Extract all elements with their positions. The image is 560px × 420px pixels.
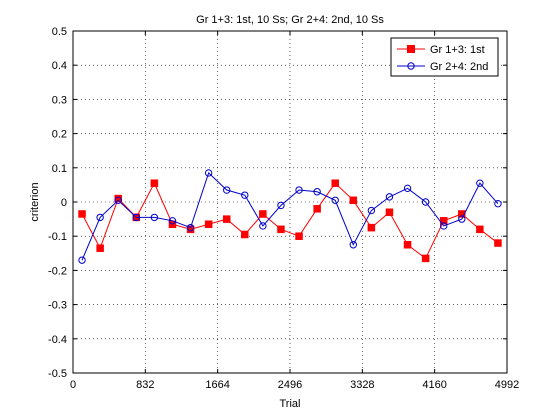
legend-label: Gr 1+3: 1st [430,44,485,56]
data-point [241,230,249,239]
data-point [78,256,86,264]
y-tick-label: 0.4 [52,60,67,72]
data-point [421,198,430,206]
legend-label: Gr 2+4: 2nd [430,61,488,73]
data-point [96,213,104,222]
data-point [132,213,140,222]
x-tick-label: 4160 [422,379,446,391]
data-point [313,205,321,213]
legend-box [390,37,499,77]
chart-title: Gr 1+3: 1st, 10 Ss; Gr 2+4: 2nd, 10 Ss [196,14,384,26]
data-point [494,239,502,247]
data-point [186,225,195,234]
x-tick-label: 4992 [495,379,519,391]
data-point [277,201,285,210]
y-tick-label: 0.5 [52,26,67,38]
data-point [458,215,466,223]
series-line [81,182,499,260]
data-point [295,232,303,240]
data-point [385,193,394,201]
y-tick-label: 0.2 [52,129,67,141]
x-tick-label: 1664 [205,379,229,391]
data-point [476,225,484,234]
y-tick-label: -0.5 [48,368,67,380]
data-point [241,191,249,199]
data-point [331,196,339,204]
data-point [150,213,159,222]
data-point [168,217,177,225]
data-point [349,196,358,205]
axis-ticks: 0 832 1664 2496 3328 4160 4992 -0.5 -0.4 -0.3 -0.2… [48,26,519,391]
y-tick-label: -0.3 [48,300,67,312]
data-point [421,254,430,263]
y-tick-label: 0 [61,197,67,209]
x-tick-label: 0 [70,379,76,391]
data-point [313,188,321,196]
legend-marker [407,45,415,53]
x-axis-label: Trial [280,398,301,410]
data-point [277,225,285,234]
data-point [385,208,394,217]
y-axis-label: criterion [29,182,41,221]
y-tick-label: -0.4 [48,334,67,346]
data-point [494,200,502,208]
data-point [367,223,376,232]
data-point [259,210,267,218]
data-point [186,223,195,232]
data-point [440,222,448,230]
data-point [403,184,412,193]
data-point [223,186,231,194]
data-point [331,179,339,187]
data-point [476,179,484,187]
y-tick-label: -0.2 [48,265,67,277]
series-layer [78,169,502,264]
data-point [150,179,159,187]
x-tick-label: 832 [136,379,154,391]
legend: Gr 1+3: 1st Gr 2+4: 2nd [390,37,499,77]
series-2 [78,169,502,264]
data-point [114,196,122,204]
legend-marker [407,62,415,70]
grid [73,31,507,373]
data-point [222,215,231,223]
y-tick-label: 0.3 [52,94,67,106]
legend-entry: Gr 1+3: 1st [397,44,485,56]
data-point [458,210,466,218]
data-point [295,186,303,194]
data-point [204,220,213,228]
data-point [78,210,86,218]
data-point [403,241,412,249]
data-point [96,244,104,252]
data-point [349,241,357,249]
data-point [367,206,376,215]
data-point [114,194,122,203]
data-point [204,169,213,177]
legend-entry: Gr 2+4: 2nd [397,61,488,73]
y-tick-label: 0.1 [52,163,67,175]
x-tick-label: 3328 [350,379,374,391]
x-tick-label: 2496 [278,379,302,391]
y-tick-label: -0.1 [48,231,67,243]
data-point [259,222,267,230]
